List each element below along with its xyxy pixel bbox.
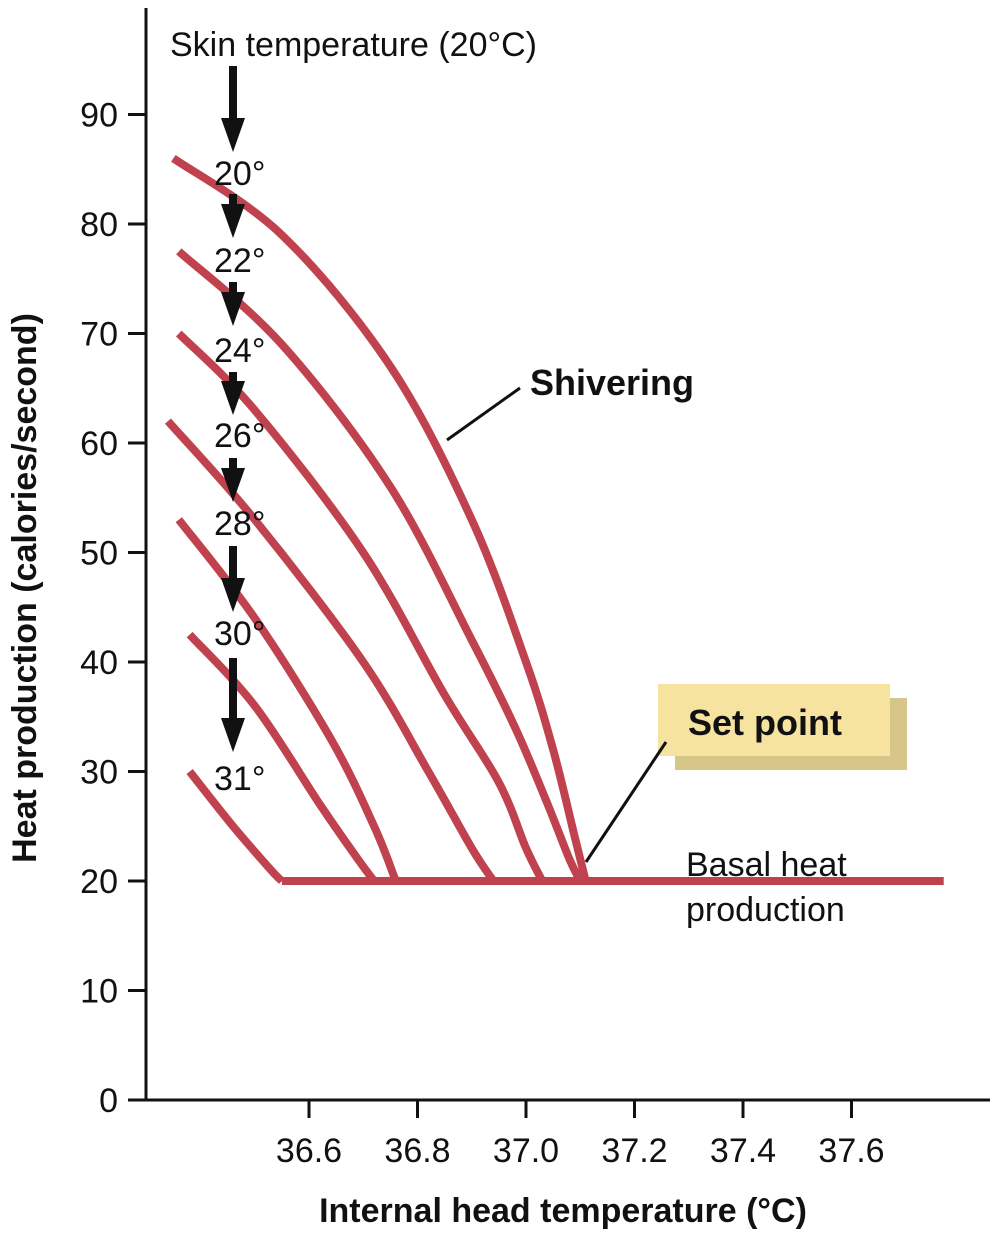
y-tick-label: 30 bbox=[80, 754, 118, 792]
x-axis-title: Internal head temperature (°C) bbox=[319, 1192, 807, 1230]
curve-label: 22° bbox=[214, 242, 265, 280]
shivering-annotation: Shivering bbox=[446, 362, 694, 442]
shivering-leader-line bbox=[446, 386, 521, 442]
curve-22 bbox=[176, 248, 584, 883]
curve-24 bbox=[175, 330, 546, 883]
arrow-head bbox=[221, 468, 245, 502]
curve-labels: 20° 22° 24° 26° 28° 30° 31° bbox=[214, 155, 265, 798]
set-point-annotation: Set point bbox=[584, 684, 907, 863]
y-tick-label: 0 bbox=[99, 1082, 118, 1120]
x-tick-label: 37.0 bbox=[493, 1132, 559, 1170]
curve-label: 28° bbox=[214, 505, 265, 543]
basal-label-line2: production bbox=[686, 891, 845, 929]
x-tick-label: 36.6 bbox=[276, 1132, 342, 1170]
arrow-head bbox=[221, 204, 245, 238]
curve-label: 31° bbox=[214, 760, 265, 798]
basal-annotation: Basal heat production bbox=[686, 846, 847, 929]
curve-label: 30° bbox=[214, 615, 265, 653]
curve-label: 24° bbox=[214, 332, 265, 370]
skin-temperature-arrows bbox=[221, 66, 245, 752]
y-tick-label: 70 bbox=[80, 316, 118, 354]
arrow-head bbox=[221, 118, 245, 152]
set-point-leader-line bbox=[584, 741, 668, 863]
curve-26 bbox=[164, 418, 497, 884]
arrow-head bbox=[221, 292, 245, 326]
y-tick-label: 40 bbox=[80, 644, 118, 682]
x-tick-label: 37.4 bbox=[710, 1132, 776, 1170]
curve-label: 20° bbox=[214, 155, 265, 193]
arrow-head bbox=[221, 381, 245, 415]
arrow-head bbox=[221, 718, 245, 752]
skin-temperature-label: Skin temperature (20°C) bbox=[170, 26, 537, 64]
y-tick-label: 60 bbox=[80, 425, 118, 463]
arrow-head bbox=[221, 578, 245, 612]
curve-20 bbox=[171, 155, 590, 882]
y-axis-title: Heat production (calories/second) bbox=[6, 313, 44, 863]
x-tick-label: 37.6 bbox=[818, 1132, 884, 1170]
y-tick-label: 50 bbox=[80, 535, 118, 573]
ticks-layer: 0 10 20 30 40 50 60 70 80 90 36.6 36.8 37.0 37.2 37.4 3… bbox=[80, 97, 884, 1171]
y-tick-label: 80 bbox=[80, 206, 118, 244]
basal-label-line1: Basal heat bbox=[686, 846, 847, 884]
curve-31 bbox=[186, 769, 285, 884]
set-point-label: Set point bbox=[688, 702, 842, 743]
curve-28 bbox=[175, 517, 400, 883]
x-tick-label: 36.8 bbox=[384, 1132, 450, 1170]
curve-label: 26° bbox=[214, 417, 265, 455]
curves-layer bbox=[164, 155, 944, 885]
set-point-box bbox=[658, 684, 890, 756]
axes-layer bbox=[144, 8, 990, 1102]
shivering-label: Shivering bbox=[530, 362, 694, 403]
y-tick-label: 20 bbox=[80, 863, 118, 901]
x-tick-label: 37.2 bbox=[601, 1132, 667, 1170]
curve-30 bbox=[186, 631, 378, 884]
y-tick-label: 90 bbox=[80, 97, 118, 135]
y-tick-label: 10 bbox=[80, 973, 118, 1011]
